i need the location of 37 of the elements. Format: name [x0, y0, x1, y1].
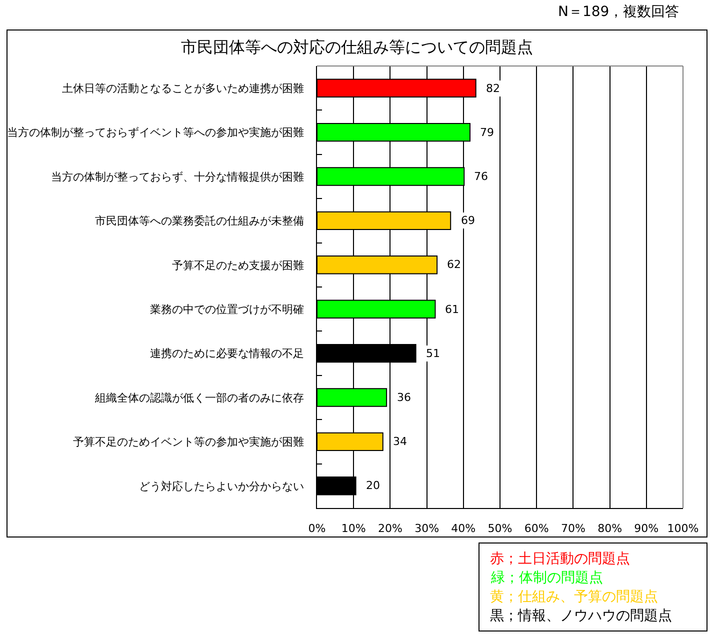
annotation: 82: [486, 82, 500, 95]
text: 黄；仕組み、予算の問題点: [490, 589, 658, 605]
x-tick-label: 50%: [488, 522, 512, 536]
annotation: 62: [447, 258, 461, 271]
x-tick-label: 80%: [598, 522, 622, 536]
y-tick-label: 当方の体制が整っておらずイベント等への参加や実施が困難: [6, 126, 304, 140]
y-tick-label: 土休日等の活動となることが多いため連携が困難: [62, 82, 304, 95]
text: 赤；土日活動の問題点: [490, 551, 630, 567]
text: 黒；情報、ノウハウの問題点: [490, 608, 672, 624]
x-tick-label: 100%: [667, 522, 699, 536]
y-tick-label: 市民団体等への業務委託の仕組みが未整備: [94, 214, 304, 228]
text: 緑；体制の問題点: [490, 570, 603, 586]
y-tick-label: どう対応したらよいか分からない: [138, 480, 304, 493]
x-tick-label: 70%: [560, 522, 586, 536]
text: N＝189，複数回答: [558, 4, 680, 20]
annotation: 36: [397, 391, 411, 404]
annotation: 51: [426, 347, 440, 360]
y-tick-label: 連携のために必要な情報の不足: [150, 347, 304, 360]
y-tick-label: 予算不足のため支援が困難: [172, 258, 304, 272]
annotation: 69: [461, 214, 475, 227]
annotation: 61: [445, 303, 459, 316]
y-tick-label: 予算不足のためイベント等の参加や実施が困難: [72, 436, 304, 449]
x-tick-label: 10%: [341, 522, 366, 536]
x-tick-label: 20%: [378, 522, 402, 536]
y-tick-label: 組織全体の認識が低く一部の者のみに依存: [94, 391, 304, 404]
y-tick-label: 業務の中での位置づけが不明確: [150, 302, 304, 316]
chart-title: 市民団体等への対応の仕組み等についての問題点: [181, 38, 533, 57]
x-tick-label: 90%: [634, 522, 659, 536]
x-tick-label: 0%: [308, 522, 326, 536]
annotation: 76: [474, 170, 488, 183]
annotation: 79: [480, 126, 494, 139]
x-tick-label: 30%: [414, 522, 440, 536]
annotation: 20: [366, 479, 380, 492]
annotation: 34: [393, 435, 407, 448]
x-tick-label: 60%: [524, 522, 549, 536]
y-tick-label: 当方の体制が整っておらず、十分な情報提供が困難: [50, 170, 304, 184]
x-tick-label: 40%: [451, 522, 476, 536]
